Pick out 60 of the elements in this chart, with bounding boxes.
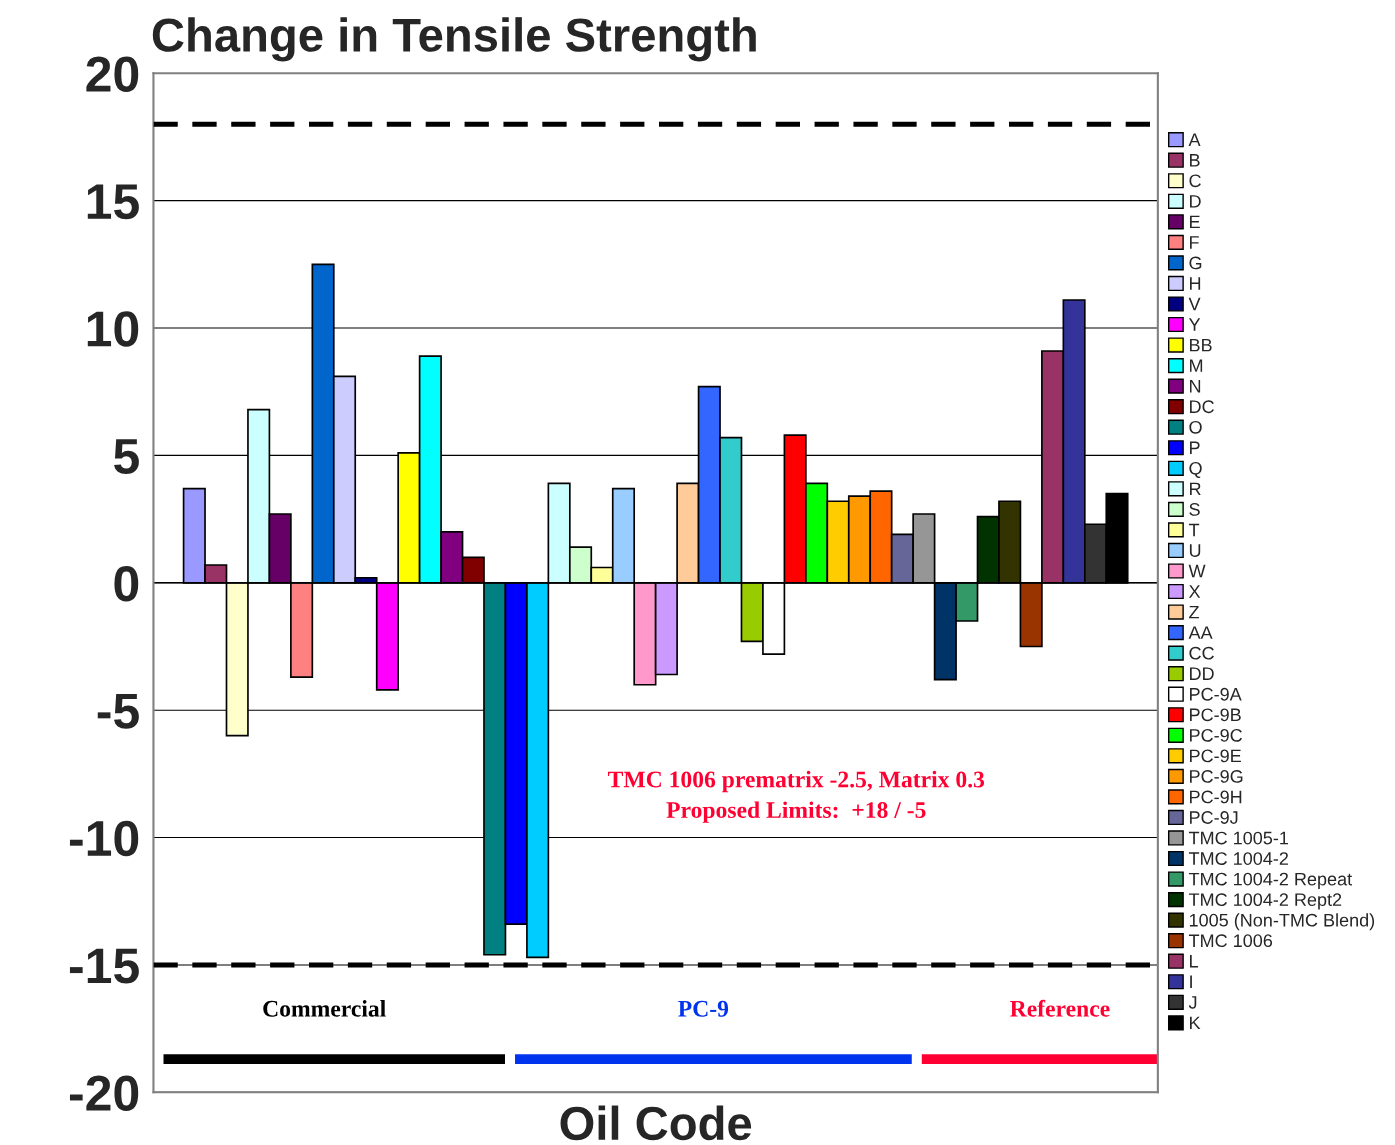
chart-title: Change in Tensile Strength xyxy=(152,17,756,62)
annotation: Proposed Limits: +18 / -5 xyxy=(666,801,926,823)
legend-label: Q xyxy=(1189,461,1202,478)
legend-label: M xyxy=(1190,359,1203,372)
y-tick-label: 15 xyxy=(87,184,139,220)
legend-label: W xyxy=(1188,564,1206,578)
legend-label: U xyxy=(1189,544,1201,557)
y-tick-label: -15 xyxy=(69,948,139,984)
y-tick-label: -5 xyxy=(97,693,139,729)
legend-label: K xyxy=(1190,1016,1201,1030)
legend-label: O xyxy=(1189,420,1202,434)
x-axis-title: Oil Code xyxy=(560,1105,752,1141)
legend-label: DD xyxy=(1190,667,1214,680)
legend-label: P xyxy=(1190,441,1200,455)
legend-label: B xyxy=(1190,154,1200,167)
legend-label: 1005 (Non-TMC Blend) xyxy=(1189,913,1375,931)
legend-label: TMC 1004-2 xyxy=(1188,852,1288,865)
legend-label: TMC 1004-2 Repeat xyxy=(1188,872,1352,890)
legend-label: TMC 1005-1 xyxy=(1188,831,1289,845)
legend-label: AA xyxy=(1188,626,1213,639)
y-tick-label: 20 xyxy=(86,56,139,92)
legend-label: V xyxy=(1188,297,1201,311)
legend-label: L xyxy=(1190,955,1198,968)
legend-label: PC-9A xyxy=(1190,687,1242,701)
legend-label: X xyxy=(1188,585,1201,598)
legend-label: S xyxy=(1189,503,1200,516)
legend-label: A xyxy=(1188,133,1201,146)
y-tick-label: 0 xyxy=(114,566,139,602)
annotation: Commercial xyxy=(263,1000,386,1017)
legend-label: PC-9B xyxy=(1190,708,1241,722)
legend-label: TMC 1006 xyxy=(1188,934,1273,948)
legend-label: N xyxy=(1190,379,1201,393)
legend-label: PC-9H xyxy=(1190,790,1242,804)
legend-label: PC-9E xyxy=(1190,749,1241,763)
legend-label: PC-9G xyxy=(1190,770,1243,783)
annotation: PC-9 xyxy=(678,1000,729,1017)
legend-label: I xyxy=(1190,975,1192,989)
y-tick-label: 5 xyxy=(113,439,139,475)
y-tick-label: -10 xyxy=(69,820,139,857)
legend-label: D xyxy=(1190,195,1201,208)
y-tick-label: 10 xyxy=(87,311,139,347)
legend-label: F xyxy=(1190,236,1199,249)
legend-label: H xyxy=(1190,277,1201,290)
legend-label: C xyxy=(1189,174,1201,188)
y-tick-label: -20 xyxy=(69,1075,139,1111)
legend-label: PC-9J xyxy=(1190,811,1238,824)
legend-label: Z xyxy=(1189,605,1200,619)
legend-label: Y xyxy=(1188,318,1201,331)
legend-label: PC-9C xyxy=(1190,728,1243,742)
annotation: Reference xyxy=(1010,999,1110,1017)
legend-label: DC xyxy=(1190,400,1214,414)
legend-label: BB xyxy=(1190,338,1212,352)
legend-label: G xyxy=(1189,256,1202,270)
legend-label: E xyxy=(1190,215,1200,229)
legend-label: TMC 1004-2 Rept2 xyxy=(1188,893,1342,910)
legend-label: R xyxy=(1190,482,1201,496)
legend-label: J xyxy=(1188,996,1197,1009)
legend-label: T xyxy=(1188,523,1200,537)
annotation: TMC 1006 prematrix -2.5, Matrix 0.3 xyxy=(608,770,985,793)
legend-label: CC xyxy=(1189,646,1214,660)
